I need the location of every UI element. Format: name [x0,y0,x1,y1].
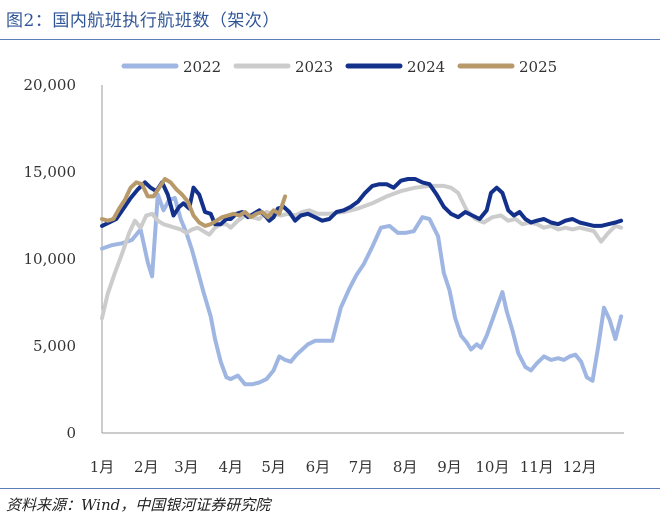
x-tick-label: 7月 [349,458,374,476]
x-tick-label: 8月 [393,458,418,476]
x-tick-label: 4月 [218,458,243,476]
figure-title: 图2：国内航班执行航班数（架次） [6,11,280,31]
chart-legend: 2022 2023 2024 2025 [121,58,557,76]
series-lines [100,177,624,387]
x-tick-label: 3月 [174,458,199,476]
source-note: 资料来源：Wind，中国银河证券研究院 [6,496,271,514]
series-line-2023 [100,183,624,321]
y-tick-label: 20,000 [24,76,77,94]
chart-axes: 0 5,000 10,000 15,000 20,000 1月 2月 3月 4月 5月 6月 7月 8月… [24,76,624,476]
x-tick-label: 9月 [437,458,462,476]
x-tick-label: 10月 [475,458,509,476]
x-tick-label: 5月 [261,458,286,476]
legend-label-2025: 2025 [519,58,557,76]
y-tick-label: 10,000 [24,250,77,268]
series-line-2024 [100,177,624,228]
x-tick-label: 1月 [90,458,115,476]
source-rule [0,488,660,489]
y-tick-label: 15,000 [24,163,77,181]
x-tick-label: 11月 [520,458,554,476]
legend-label-2024: 2024 [407,58,445,76]
line-chart: 0 5,000 10,000 15,000 20,000 1月 2月 3月 4月 5月 6月 7月 8月… [24,58,624,476]
x-tick-label: 6月 [306,458,331,476]
legend-label-2023: 2023 [295,58,333,76]
x-tick-label: 2月 [134,458,159,476]
legend-label-2022: 2022 [183,58,221,76]
y-tick-label: 5,000 [33,337,76,355]
y-tick-label: 0 [66,424,76,442]
series-line-2022 [100,192,624,387]
series-line-2025 [100,177,288,228]
title-underline [0,39,660,40]
x-tick-label: 12月 [563,458,597,476]
